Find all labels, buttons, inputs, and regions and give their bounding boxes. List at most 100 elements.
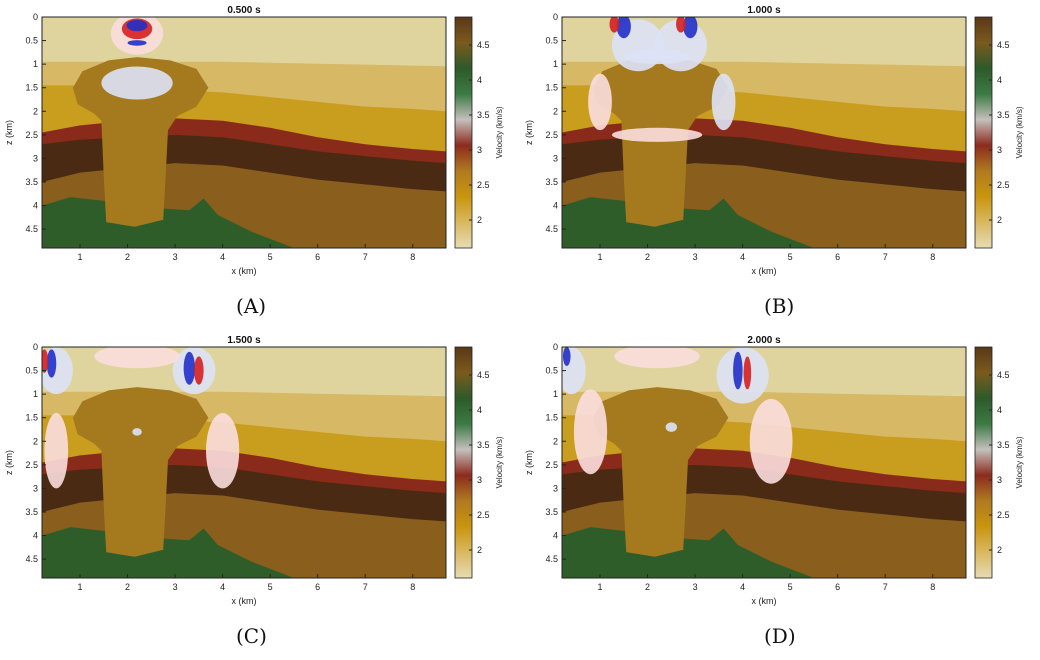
y-tick-label: 4.5 [25,554,38,564]
wavefront-blob [743,356,752,390]
salt-body [592,387,729,557]
colorbar-tick-label: 4 [477,405,482,415]
y-tick-label: 1.5 [545,413,558,423]
x-tick-label: 7 [883,582,888,592]
wavefront-blob [733,351,743,390]
y-tick-label: 4 [33,201,38,211]
salt-body [72,387,209,557]
y-tick-label: 0 [553,12,558,22]
colorbar-tick-label: 3.5 [477,110,490,120]
y-tick-label: 0 [33,342,38,352]
wavefront-blob [665,422,678,432]
x-tick-label: 1 [78,252,83,262]
plot-frame [41,346,447,579]
wavefield [101,17,173,100]
wavefront-blob [616,17,631,39]
chart-panel-a: 0.500 s 1 2 3 4 5 6 7 8 x (km) 0 0.5 1 1.5 2 2.5 3 3.5 4 4.… [4,5,504,276]
colorbar-tick-label: 4 [477,75,482,85]
x-tick-label: 8 [930,582,935,592]
colorbar-tick-label: 2 [477,215,482,225]
colorbar-label: Velocity (km/s) [1015,106,1024,158]
colorbar-tick-label: 4 [997,405,1002,415]
wavefront-blob [623,50,691,65]
x-tick-label: 3 [693,582,698,592]
y-tick-label: 2.5 [545,130,558,140]
colorbar-tick-label: 2.5 [477,180,490,190]
colorbar-tick-label: 4 [997,75,1002,85]
wavefield [42,347,240,489]
wavefront-blob [44,413,69,489]
caption-b: (B) [764,294,795,318]
wavefront-blob [46,349,57,378]
caption-a: (A) [236,294,267,318]
y-tick-label: 1 [553,59,558,69]
wavefront-blob [183,351,196,385]
y-tick-label: 4 [553,201,558,211]
x-tick-label: 8 [410,252,415,262]
y-tick-label: 0.5 [25,366,38,376]
wavefront-blob [132,428,142,436]
wavefront-blob [676,17,686,33]
x-tick-label: 4 [740,252,745,262]
y-tick-label: 2 [553,436,558,446]
colorbar-tick-label: 2 [997,215,1002,225]
wavefront-blob [126,19,148,32]
wavefront-blob [42,349,49,373]
y-tick-label: 1.5 [545,83,558,93]
y-tick-label: 2 [553,106,558,116]
y-tick-label: 3 [33,153,38,163]
plot-frame [561,16,967,249]
y-tick-label: 0.5 [545,36,558,46]
y-tick-label: 0 [33,12,38,22]
y-tick-label: 1.5 [25,413,38,423]
wavefront-blob [194,356,204,385]
colorbar [454,16,473,249]
colorbar-tick-label: 3.5 [997,440,1010,450]
panel-title: 0.500 s [227,5,261,16]
y-tick-label: 4 [553,531,558,541]
y-tick-label: 4.5 [545,224,558,234]
x-tick-label: 7 [363,582,368,592]
panel-b: 1.000 s 1 2 3 4 5 6 7 8 x (km) 0 0.5 1 1.5 2 2.5 3 3.5 4 4.… [520,0,1040,330]
y-tick-label: 3.5 [25,507,38,517]
colorbar-tick-label: 4.5 [997,370,1010,380]
velocity-model [562,17,966,248]
x-tick-label: 7 [883,252,888,262]
wavefront-blob [205,413,240,489]
chart-panel-b: 1.000 s 1 2 3 4 5 6 7 8 x (km) 0 0.5 1 1.5 2 2.5 3 3.5 4 4.… [524,5,1024,276]
wavefront-blob [94,347,180,369]
y-tick-label: 3.5 [545,177,558,187]
colorbar-tick-label: 4.5 [997,40,1010,50]
x-tick-label: 6 [835,252,840,262]
wavefront-blob [711,73,736,131]
y-tick-label: 2 [33,106,38,116]
x-axis-label: x (km) [232,596,257,606]
wavefront-blob [573,389,608,475]
wavefront-blob [614,347,700,369]
y-tick-label: 0.5 [545,366,558,376]
y-tick-label: 3 [553,483,558,493]
velocity-model [562,347,966,578]
y-tick-label: 3.5 [545,507,558,517]
wavefront-blob [611,127,703,142]
y-tick-label: 3 [553,153,558,163]
colorbar-tick-label: 3 [997,145,1002,155]
x-tick-label: 7 [363,252,368,262]
panel-title: 1.000 s [747,5,781,16]
wavefront-blob [749,398,793,484]
caption-c: (C) [236,624,267,648]
x-tick-label: 4 [220,582,225,592]
colorbar-tick-label: 4.5 [477,370,490,380]
x-tick-label: 1 [598,252,603,262]
plot-frame [561,346,967,579]
colorbar-tick-label: 2.5 [997,510,1010,520]
y-tick-label: 1 [33,389,38,399]
colorbar [974,16,993,249]
y-axis-label: z (km) [524,450,534,475]
colorbar-tick-label: 2.5 [997,180,1010,190]
y-tick-label: 1 [553,389,558,399]
x-tick-label: 3 [173,252,178,262]
y-tick-label: 1.5 [25,83,38,93]
y-axis-label: z (km) [4,120,14,145]
x-tick-label: 2 [645,582,650,592]
